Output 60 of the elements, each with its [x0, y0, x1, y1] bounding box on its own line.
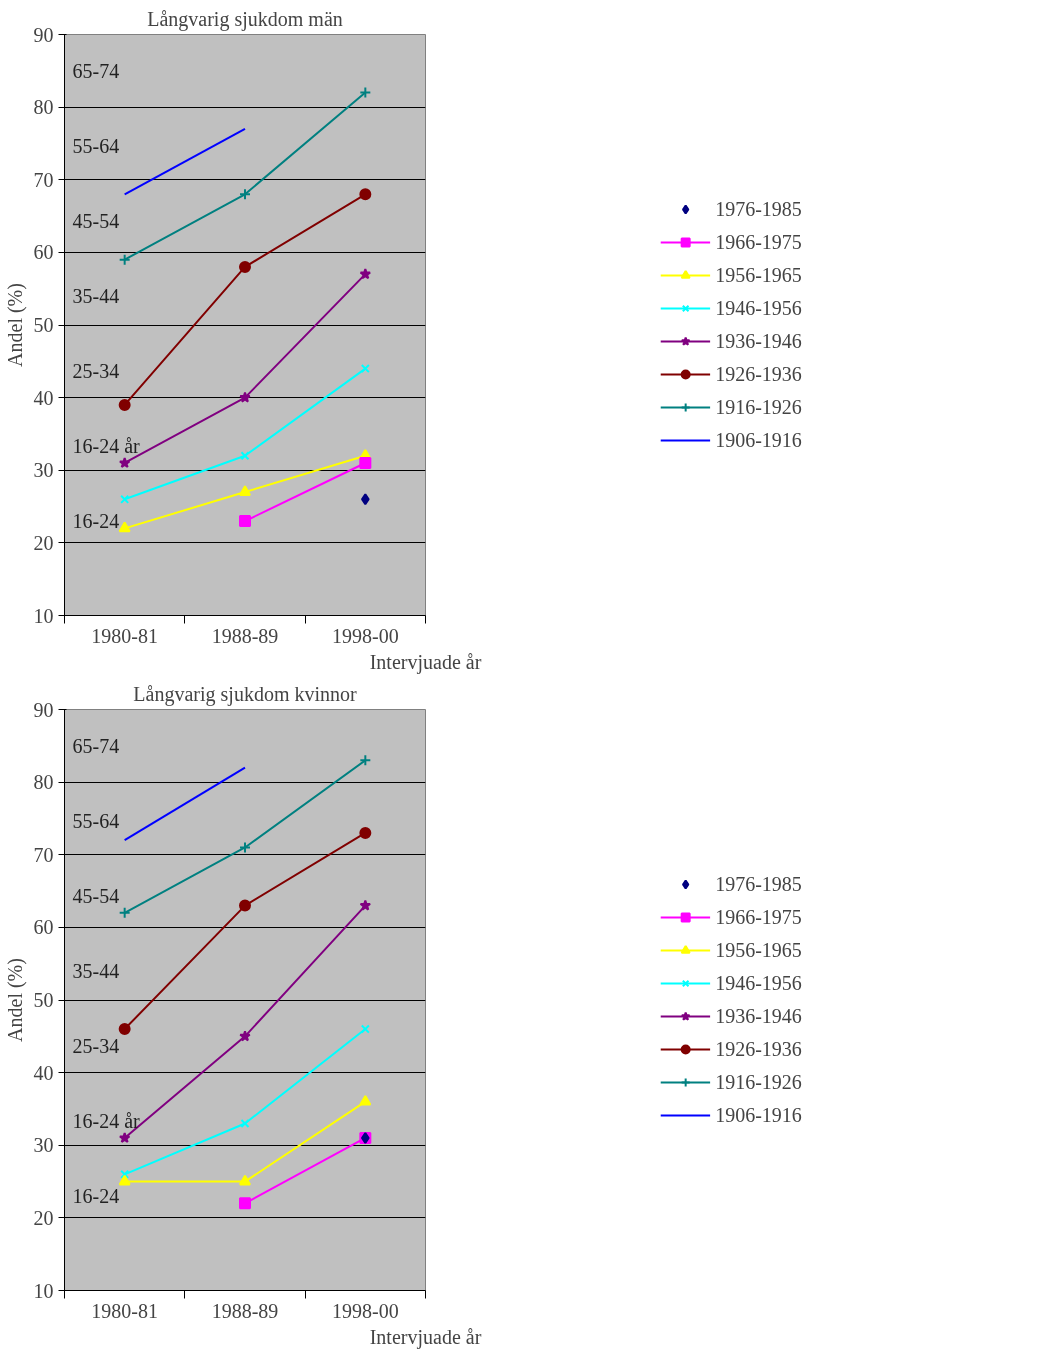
annotation: 16-24 år: [72, 1109, 141, 1132]
legend-label: 1946-1956: [715, 296, 802, 320]
legend-label: 1976-1985: [715, 197, 802, 221]
x-tick-label: 1980-81: [91, 624, 159, 647]
y-tick-label: 60: [33, 916, 54, 939]
y-tick-label: 20: [33, 531, 54, 554]
annotation: 25-34: [72, 359, 120, 382]
x-tick-label: 1988-89: [211, 624, 279, 647]
annotation: 35-44: [72, 959, 120, 982]
legend-label: 1946-1956: [715, 971, 802, 995]
y-tick-label: 30: [33, 459, 54, 482]
annotation: 55-64: [72, 809, 120, 832]
y-tick-label: 70: [33, 168, 54, 191]
legend-label: 1966-1975: [715, 230, 802, 254]
y-tick-label: 10: [33, 1279, 54, 1302]
y-tick-label: 70: [33, 843, 54, 866]
legend-label: 1936-1946: [715, 329, 802, 353]
legend-label: 1956-1965: [715, 263, 802, 287]
y-axis-title: Andel (%): [3, 958, 27, 1042]
y-tick-label: 80: [33, 771, 54, 794]
y-tick-label: 90: [33, 23, 54, 46]
legend-label: 1966-1975: [715, 905, 802, 929]
annotation: 16-24: [72, 509, 120, 532]
x-tick-label: 1998-00: [332, 1299, 399, 1322]
y-tick-label: 40: [33, 1061, 54, 1084]
annotation: 45-54: [72, 209, 120, 232]
x-axis-title: Intervjuade år: [369, 1325, 482, 1349]
legend-label: 1926-1936: [715, 1037, 802, 1061]
legend-label: 1916-1926: [715, 395, 802, 419]
y-tick-label: 10: [33, 604, 54, 627]
annotation: 25-34: [72, 1034, 120, 1057]
annotation: 35-44: [72, 284, 120, 307]
y-tick-label: 90: [33, 698, 54, 721]
legend-label: 1956-1965: [715, 938, 802, 962]
y-tick-label: 50: [33, 314, 54, 336]
x-tick-label: 1980-81: [91, 1299, 159, 1322]
legend-label: 1916-1926: [715, 1070, 802, 1094]
legend-label: 1936-1946: [715, 1004, 802, 1028]
x-tick-label: 1998-00: [332, 624, 399, 647]
x-tick-label: 1988-89: [211, 1299, 279, 1322]
annotation: 45-54: [72, 884, 120, 907]
y-tick-label: 30: [33, 1134, 54, 1157]
legend-label: 1926-1936: [715, 362, 802, 386]
chart-title: Långvarig sjukdom kvinnor: [133, 682, 357, 706]
annotation: 16-24 år: [72, 434, 141, 457]
chart-title: Långvarig sjukdom män: [147, 7, 343, 31]
legend-label: 1906-1916: [715, 1103, 802, 1127]
y-tick-label: 60: [33, 241, 54, 264]
annotation: 65-74: [72, 734, 120, 757]
y-axis-title: Andel (%): [3, 283, 27, 367]
y-tick-label: 80: [33, 96, 54, 119]
y-tick-label: 40: [33, 386, 54, 409]
x-axis-title: Intervjuade år: [369, 650, 482, 674]
annotation: 65-74: [72, 59, 120, 82]
y-tick-label: 50: [33, 989, 54, 1011]
annotation: 16-24: [72, 1184, 120, 1207]
legend-label: 1976-1985: [715, 872, 802, 896]
legend-label: 1906-1916: [715, 428, 802, 452]
annotation: 55-64: [72, 134, 120, 157]
y-tick-label: 20: [33, 1206, 54, 1229]
